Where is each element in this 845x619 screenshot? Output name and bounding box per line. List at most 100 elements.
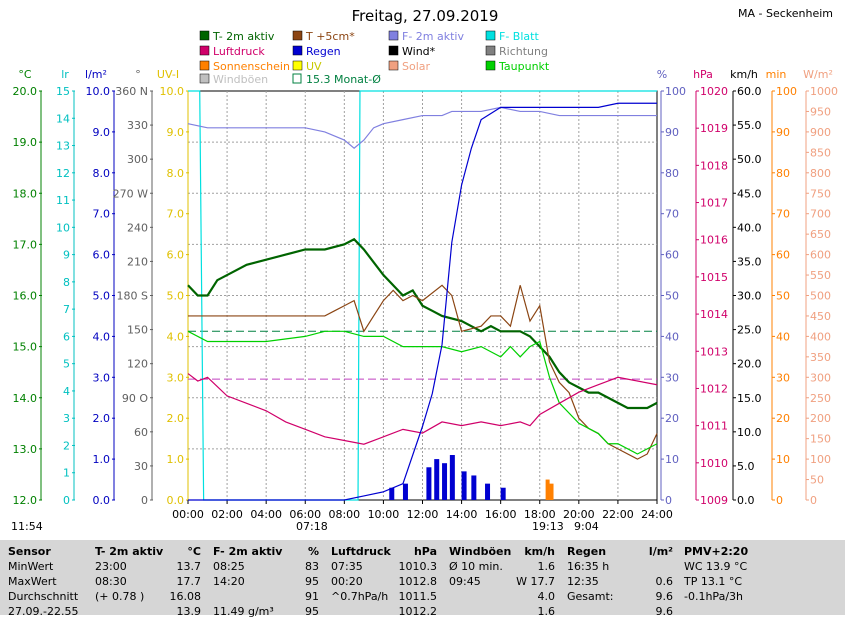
legend-swatch xyxy=(485,60,496,71)
sun-left-label: 11:54 xyxy=(11,520,43,533)
tick-label-solar: 650 xyxy=(810,228,831,241)
table-row: 13.9 xyxy=(95,604,207,619)
table-cell-value: 4.0 xyxy=(537,590,556,603)
table-cell: Sensor xyxy=(8,545,51,558)
x-tick-label: 22:00 xyxy=(602,508,634,521)
table-cell-value: 91 xyxy=(305,590,319,603)
tick-label-press: 1009 xyxy=(700,494,728,507)
legend-swatch xyxy=(199,45,210,56)
table-header: PMV+2:20 xyxy=(684,544,794,559)
tick-label-rain: 5.0 xyxy=(93,290,111,303)
series-line-taupunkt xyxy=(187,330,658,455)
tick-label-wind: 15.0 xyxy=(737,392,762,405)
legend-swatch xyxy=(388,30,399,41)
table-row: Durchschnitt xyxy=(8,589,93,604)
tick-label-dir: 210 xyxy=(127,255,148,268)
table-cell-value: 83 xyxy=(305,560,319,573)
table-cell-value: 1.6 xyxy=(537,560,556,573)
table-header: T- 2m aktiv °C xyxy=(95,544,207,559)
legend-swatch xyxy=(199,30,210,41)
tick-label-uv: 6.0 xyxy=(167,249,185,262)
tick-label-rain: 9.0 xyxy=(93,126,111,139)
legend-swatch xyxy=(485,45,496,56)
table-cell-value: 9.6 xyxy=(655,590,674,603)
table-cell-value: 95 xyxy=(305,605,319,618)
table-cell: 12:35 xyxy=(567,575,599,588)
axis-unit-rain: l/m² xyxy=(85,68,107,81)
table-row: 4.0 xyxy=(449,589,561,604)
legend-label: Taupunkt xyxy=(498,60,550,73)
tick-label-solar: 0 xyxy=(810,494,817,507)
tick-label-solar: 700 xyxy=(810,208,831,221)
table-cell-value: 1010.3 xyxy=(398,560,438,573)
tick-label-dir: 0 xyxy=(141,494,148,507)
tick-label-lr: 15 xyxy=(56,85,70,98)
x-tick-label: 02:00 xyxy=(211,508,243,521)
table-cell: 11.49 g/m³ xyxy=(213,605,274,618)
tick-label-solar: 900 xyxy=(810,126,831,139)
tick-label-temp: 20.0 xyxy=(13,85,38,98)
x-tick-label: 16:00 xyxy=(485,508,517,521)
tick-label-temp: 13.0 xyxy=(13,443,38,456)
tick-label-lr: 9 xyxy=(63,249,70,262)
tick-label-rain: 8.0 xyxy=(93,167,111,180)
table-row: 08:25 83 xyxy=(213,559,325,574)
table-row: 1012.2 xyxy=(331,604,443,619)
table-column: Windböen km/h Ø 10 min. 1.6 09:45 W 17.7 4.0 1.… xyxy=(449,540,561,618)
tick-label-wind: 35.0 xyxy=(737,255,762,268)
tick-label-rain: 6.0 xyxy=(93,249,111,262)
rain-bar xyxy=(442,463,448,500)
table-cell-value: 1011.5 xyxy=(398,590,438,603)
table-column: PMV+2:20 WC 13.9 °C TP 13.1 °C -0.1hPa/3h xyxy=(684,540,794,615)
tick-label-solar: 500 xyxy=(810,290,831,303)
table-row: Gesamt: 9.6 xyxy=(567,589,679,604)
table-cell-value: °C xyxy=(187,545,201,558)
x-tick-label: 24:00 xyxy=(641,508,673,521)
table-row: 91 xyxy=(213,589,325,604)
tick-label-min: 20 xyxy=(776,412,790,425)
tick-label-hum: 60 xyxy=(665,249,679,262)
sun-right-label: 9:04 xyxy=(574,520,599,533)
tick-label-press: 1018 xyxy=(700,159,728,172)
tick-label-min: 90 xyxy=(776,126,790,139)
tick-label-rain: 7.0 xyxy=(93,208,111,221)
tick-label-dir: 180 S xyxy=(117,290,148,303)
table-cell: Regen xyxy=(567,545,607,558)
table-cell: 27.09.-22.55 xyxy=(8,605,79,618)
tick-label-uv: 4.0 xyxy=(167,330,185,343)
table-cell: F- 2m aktiv xyxy=(213,545,283,558)
legend-label: Wind* xyxy=(402,45,436,58)
tick-label-hum: 80 xyxy=(665,167,679,180)
tick-label-min: 0 xyxy=(776,494,783,507)
tick-label-solar: 800 xyxy=(810,167,831,180)
table-cell-value: 1.6 xyxy=(537,605,556,618)
tick-label-press: 1014 xyxy=(700,308,728,321)
table-cell-value: 13.7 xyxy=(176,560,202,573)
x-tick-label: 14:00 xyxy=(446,508,478,521)
tick-label-solar: 300 xyxy=(810,371,831,384)
rain-bar xyxy=(500,487,506,500)
rain-bar xyxy=(461,471,467,500)
axis-unit-lr: lr xyxy=(61,68,69,81)
tick-label-uv: 7.0 xyxy=(167,208,185,221)
tick-label-uv: 5.0 xyxy=(167,290,185,303)
table-header: Sensor xyxy=(8,544,93,559)
legend-label: F- 2m aktiv xyxy=(402,30,464,43)
tick-label-hum: 10 xyxy=(665,453,679,466)
tick-label-wind: 20.0 xyxy=(737,358,762,371)
table-cell: 08:30 xyxy=(95,575,127,588)
tick-label-hum: 100 xyxy=(665,85,686,98)
tick-label-rain: 3.0 xyxy=(93,371,111,384)
table-row: 1.6 xyxy=(449,604,561,619)
table-cell: ^0.7hPa/h xyxy=(331,590,389,603)
tick-label-dir: 90 O xyxy=(122,392,148,405)
table-cell: Durchschnitt xyxy=(8,590,79,603)
tick-label-temp: 18.0 xyxy=(13,187,38,200)
tick-label-dir: 300 xyxy=(127,153,148,166)
legend-swatch xyxy=(485,30,496,41)
table-row: 00:20 1012.8 xyxy=(331,574,443,589)
tick-label-hum: 90 xyxy=(665,126,679,139)
tick-label-rain: 4.0 xyxy=(93,330,111,343)
tick-label-wind: 50.0 xyxy=(737,153,762,166)
legend-swatch xyxy=(199,73,210,84)
